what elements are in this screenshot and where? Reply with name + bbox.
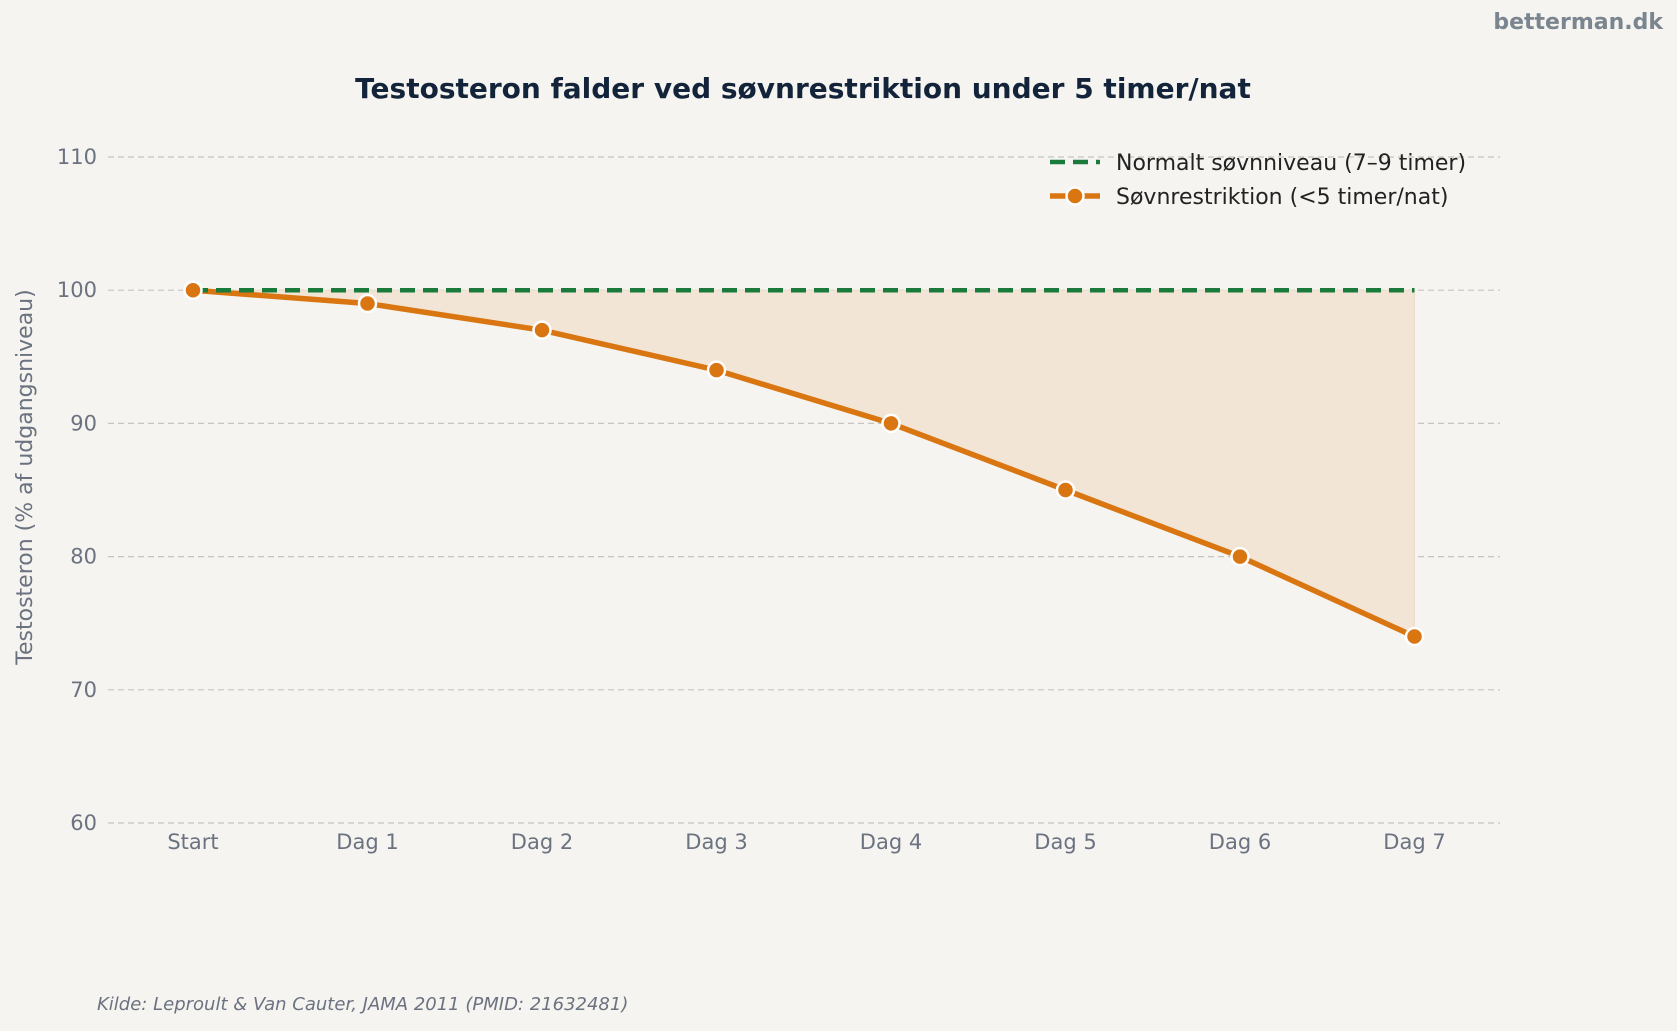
y-tick-label: 80 [70,545,97,569]
y-tick-label: 60 [70,811,97,835]
legend-label-normal: Normalt søvnniveau (7–9 timer) [1116,151,1466,176]
x-tick-label: Dag 1 [336,830,398,854]
data-point [881,413,901,434]
legend-label-restriction: Søvnrestriktion (<5 timer/nat) [1116,185,1448,210]
data-point [183,280,203,300]
y-tick-label: 110 [57,145,97,169]
x-tick-label: Dag 4 [860,830,922,854]
data-point [1404,626,1425,647]
x-axis-ticks: Start Dag 1 Dag 2 Dag 3 Dag 4 Dag 5 Dag 6 Dag 7 [167,830,1445,854]
legend-marker-restriction [1065,186,1085,206]
x-tick-label: Start [167,830,218,854]
x-tick-label: Dag 7 [1383,830,1445,854]
x-tick-label: Dag 6 [1209,830,1271,854]
x-tick-label: Dag 2 [511,830,573,854]
gap-area [192,289,1415,638]
y-tick-label: 90 [70,411,97,435]
series-layer [183,280,1425,647]
x-tick-label: Dag 3 [685,830,747,854]
series-line-restriction [190,287,1418,640]
data-point [357,293,378,314]
x-tick-label: Dag 5 [1034,830,1096,854]
y-tick-label: 70 [70,678,97,702]
y-axis-label: Testosteron (% af udgangsniveau) [13,289,38,665]
watermark-logo: betterman.dk [1493,10,1663,35]
data-point [532,320,552,340]
data-point [706,360,727,380]
chart-title: Testosteron falder ved søvnrestriktion u… [355,72,1251,105]
data-point [1055,480,1076,500]
area-fill [192,289,1415,638]
y-axis-ticks: 60 70 80 90 100 110 [57,145,97,835]
y-tick-label: 100 [57,278,97,302]
data-point [1230,546,1250,567]
legend: Normalt søvnniveau (7–9 timer) Søvnrestri… [1050,151,1466,210]
source-note: Kilde: Leproult & Van Cauter, JAMA 2011 … [97,994,629,1015]
